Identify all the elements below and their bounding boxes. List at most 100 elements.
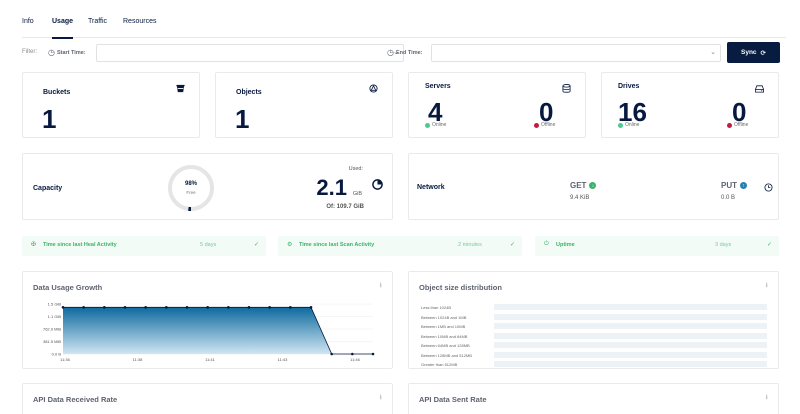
data-point[interactable] — [206, 306, 209, 309]
arrow-down-icon: ↓ — [589, 182, 597, 189]
drives-title: Drives — [618, 83, 640, 90]
data-point[interactable] — [351, 352, 354, 356]
data-usage-card: Data Usage Growth ⭳ 0.0 B 381.5 MiB 762.9 … — [22, 271, 393, 369]
x-tick-label: 11:36 — [60, 357, 70, 362]
drives-online-status: Online — [618, 122, 639, 128]
download-icon[interactable]: ⭳ — [765, 394, 768, 401]
data-point[interactable] — [227, 306, 230, 309]
network-title: Network — [417, 184, 445, 191]
network-get-label: GET — [570, 181, 587, 190]
heal-icon: ✠ — [31, 242, 37, 248]
heal-activity: ✠ Time since last Heal Activity 5 days ✓ — [22, 236, 266, 256]
download-icon[interactable]: ⭳ — [379, 394, 382, 401]
servers-card: Servers 4 Online 0 Offline — [408, 72, 586, 138]
clock-icon: ◷ — [48, 48, 55, 57]
data-point[interactable] — [309, 306, 313, 309]
servers-title: Servers — [425, 83, 451, 90]
uptime-activity: ⏻ Uptime 3 days ✓ — [535, 236, 779, 256]
data-point[interactable] — [330, 352, 333, 356]
x-tick-label: 11:43 — [278, 357, 288, 362]
network-put: PUT ↑ — [721, 181, 747, 190]
drives-online-value: 16 — [618, 97, 647, 127]
capacity-free-percent: 98% — [184, 181, 197, 187]
y-tick-label: 762.9 MiB — [43, 327, 61, 332]
y-tick-label: 1.5 GiB — [48, 302, 62, 307]
capacity-used-value: 2.1 — [316, 175, 347, 200]
drives-card: Drives 16 Online 0 Offline — [601, 72, 779, 138]
drives-offline-value: 0 — [732, 97, 747, 127]
online-dot-icon — [425, 122, 430, 128]
data-usage-chart: 0.0 B 381.5 MiB 762.9 MiB 1.1 GiB 1.5 GiB 11… — [43, 302, 375, 362]
object-size-category: Less than 1024B — [421, 305, 452, 310]
data-point[interactable] — [289, 306, 292, 309]
data-point[interactable] — [61, 306, 65, 309]
x-tick-label: 11:46 — [350, 357, 360, 362]
offline-dot-icon — [534, 122, 539, 128]
capacity-total: Of: 109.7 GiB — [326, 204, 364, 210]
data-point[interactable] — [371, 352, 375, 356]
object-size-title: Object size distribution — [419, 283, 502, 292]
start-time-input[interactable]: ⌄ — [96, 44, 404, 62]
capacity-used-unit: GiB — [352, 191, 362, 197]
objects-value: 1 — [235, 104, 250, 134]
chevron-down-icon: ⌄ — [710, 49, 716, 56]
object-size-bar[interactable] — [494, 323, 767, 329]
capacity-free-label: Free — [186, 190, 196, 195]
offline-dot-icon — [727, 122, 732, 128]
servers-offline-status: Offline — [534, 122, 555, 128]
heal-activity-value: 5 days — [200, 242, 217, 248]
check-icon: ✓ — [253, 242, 259, 248]
tab-usage-label: Usage — [52, 18, 74, 25]
start-time-label-text: Start Time: — [56, 49, 86, 56]
object-size-bar[interactable] — [494, 342, 767, 348]
object-size-bar[interactable] — [494, 351, 767, 358]
tab-usage[interactable]: Usage — [52, 18, 74, 39]
sync-button[interactable]: Sync ⟳ — [727, 42, 780, 63]
data-usage-line — [63, 306, 373, 355]
tab-resources[interactable]: Resources — [123, 18, 157, 25]
server-icon — [562, 84, 571, 93]
object-size-bar[interactable] — [494, 313, 767, 320]
objects-icon — [369, 84, 378, 93]
data-point[interactable] — [165, 306, 168, 309]
filter-bar: Filter: ◷ Start Time: ⌄ ◷ End Time: ⌄ Sy… — [22, 42, 780, 63]
scan-activity-label: Time since last Scan Activity — [299, 242, 375, 248]
data-point[interactable] — [123, 306, 127, 309]
x-tick-label: 11:38 — [133, 357, 143, 362]
object-size-bar[interactable] — [494, 304, 767, 310]
pie-chart-icon — [372, 179, 383, 190]
buckets-card: Buckets 1 — [22, 72, 200, 138]
api-received-card: API Data Received Rate ⭳ — [22, 383, 393, 414]
object-size-category: Between 128MB and 512MB — [421, 352, 472, 358]
buckets-title: Buckets — [43, 89, 71, 96]
power-icon: ⏻ — [544, 241, 549, 247]
object-size-bar[interactable] — [494, 332, 767, 339]
data-point[interactable] — [185, 306, 189, 309]
drives-online-label: Online — [625, 122, 640, 128]
network-put-value: 0.0 B — [721, 195, 736, 201]
data-point[interactable] — [247, 306, 251, 309]
filter-label: Filter: — [22, 49, 37, 55]
tab-active-indicator — [52, 37, 74, 39]
download-icon[interactable]: ⭳ — [379, 282, 382, 289]
api-sent-title: API Data Sent Rate — [419, 395, 487, 404]
tab-info[interactable]: Info — [22, 18, 34, 25]
data-point[interactable] — [103, 306, 106, 309]
drive-icon — [755, 85, 764, 93]
capacity-card: Capacity 98% Free Used: 2.1 GiB Of: 109.… — [22, 153, 393, 220]
data-point[interactable] — [268, 306, 271, 309]
capacity-title: Capacity — [33, 185, 63, 192]
data-point[interactable] — [82, 306, 85, 309]
download-icon[interactable]: ⭳ — [765, 282, 768, 289]
tab-traffic[interactable]: Traffic — [88, 18, 108, 25]
y-tick-label: 381.5 MiB — [43, 339, 61, 344]
objects-card: Objects 1 — [215, 72, 393, 138]
scan-activity: ⚙ Time since last Scan Activity 2 minute… — [278, 236, 522, 256]
scan-activity-value: 2 minutes — [458, 242, 482, 248]
object-size-card: Object size distribution ⭳ Less than 102… — [408, 271, 779, 369]
servers-online-label: Online — [432, 122, 447, 128]
clock-icon — [764, 183, 773, 192]
data-point[interactable] — [144, 306, 147, 309]
object-size-bar[interactable] — [494, 361, 767, 367]
end-time-input[interactable]: ⌄ — [431, 44, 721, 62]
